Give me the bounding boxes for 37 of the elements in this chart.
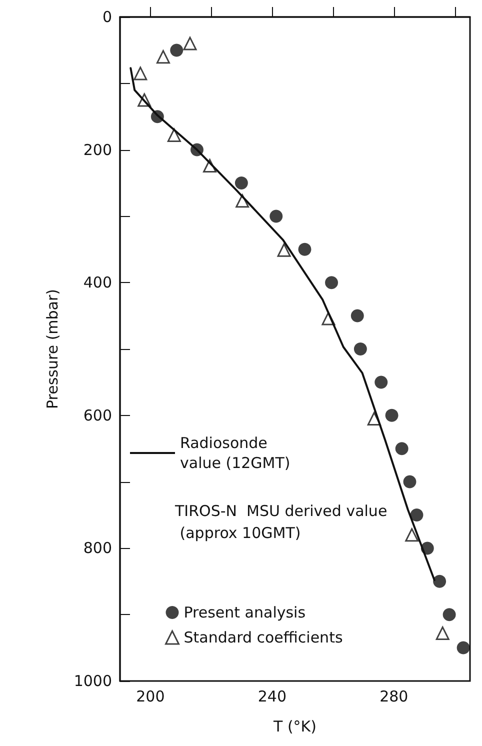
point xyxy=(403,475,416,488)
legend-label: Radiosonde value (12GMT) xyxy=(180,434,290,472)
point xyxy=(298,242,312,256)
point xyxy=(410,508,424,522)
y-tick-label: 800 xyxy=(83,539,112,558)
y-tick-label: 400 xyxy=(83,274,112,292)
point xyxy=(354,342,367,356)
y-tick-label: 0 xyxy=(102,8,112,26)
y-axis-title: Pressure (mbar) xyxy=(44,288,62,410)
x-axis-title: T (°K) xyxy=(272,718,316,736)
point xyxy=(234,176,248,190)
x-tick-label: 200 xyxy=(136,688,165,706)
point xyxy=(385,408,398,422)
point xyxy=(167,128,181,142)
point xyxy=(405,528,419,542)
legend-label: Standard coefficients xyxy=(184,628,343,646)
point xyxy=(395,442,408,456)
point xyxy=(456,641,470,654)
point xyxy=(433,574,446,588)
legend-label: Present analysis xyxy=(184,604,306,622)
point xyxy=(436,626,450,640)
y-tick-label: 1000 xyxy=(74,672,112,690)
point xyxy=(442,608,456,622)
point xyxy=(156,50,170,64)
point xyxy=(134,66,148,80)
point xyxy=(277,243,291,257)
x-tick-label: 280 xyxy=(380,688,408,706)
y-tick-label: 200 xyxy=(83,140,112,159)
y-tick-label: 600 xyxy=(83,406,112,424)
x-tick-label: 240 xyxy=(258,688,286,706)
point xyxy=(183,36,197,50)
point xyxy=(170,44,184,57)
point xyxy=(270,210,283,223)
legend-title: TIROS-N MSU derived value (approx 10GMT) xyxy=(174,502,388,542)
point xyxy=(374,376,388,389)
point xyxy=(325,276,338,290)
point xyxy=(350,309,364,322)
